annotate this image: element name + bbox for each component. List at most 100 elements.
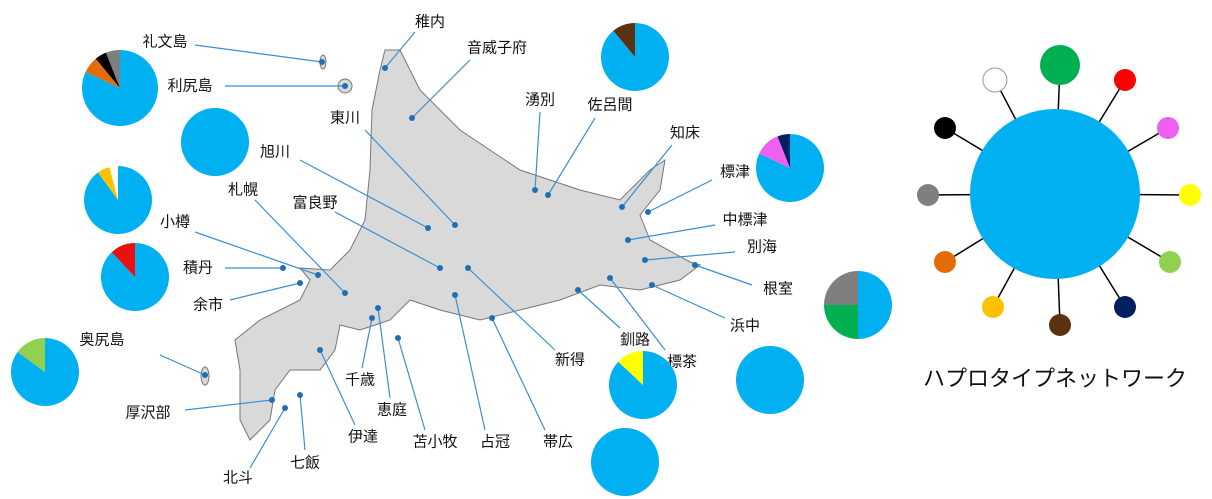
- site-dot: [619, 204, 625, 210]
- site-label: 帯広: [543, 433, 573, 451]
- pie-slice: [601, 23, 669, 92]
- site-label: 新得: [555, 351, 585, 369]
- pie-slice: [613, 23, 635, 57]
- leader-line: [694, 264, 753, 286]
- pie-slice: [858, 271, 892, 339]
- leader-line: [621, 144, 673, 208]
- site-dot: [297, 392, 303, 398]
- pie-slice: [95, 52, 120, 88]
- site-label: 知床: [670, 124, 700, 142]
- site-dot: [280, 265, 286, 271]
- site-label: 礼文島: [142, 33, 187, 51]
- site-dot: [395, 335, 401, 341]
- leader-line: [319, 349, 356, 426]
- site-dot: [452, 222, 458, 228]
- site-label: 奥尻島: [79, 331, 124, 349]
- pie-slice: [109, 166, 118, 200]
- pie-slice: [81, 50, 158, 126]
- site-dot: [369, 315, 375, 321]
- site-label: 稚内: [415, 13, 445, 31]
- pie-slice: [85, 58, 120, 88]
- leader-line: [647, 179, 713, 213]
- site-dot: [319, 59, 325, 65]
- site-label: 東川: [330, 109, 360, 127]
- pie-slice: [618, 351, 643, 385]
- site-dot: [645, 209, 651, 215]
- pie-slice: [17, 338, 45, 372]
- site-label: 浜中: [730, 317, 760, 335]
- leader-line: [299, 159, 429, 229]
- leader-line: [627, 224, 716, 241]
- site-label: 釧路: [620, 331, 650, 349]
- site-label: 標茶: [667, 353, 697, 371]
- site-label: 恵庭: [377, 401, 407, 419]
- leader-line: [361, 317, 373, 369]
- site-dot: [382, 65, 388, 71]
- site-label: 小樽: [160, 213, 190, 231]
- site-dot: [545, 192, 551, 198]
- leader-line: [194, 44, 323, 63]
- leader-line: [454, 294, 486, 431]
- leader-line: [249, 407, 286, 469]
- leader-line: [491, 317, 546, 431]
- pie-slice: [98, 167, 118, 200]
- pie-slice: [181, 108, 249, 176]
- site-label: 占冠: [480, 433, 510, 451]
- site-dot: [625, 237, 631, 243]
- pie-slice: [777, 134, 790, 168]
- network-title: ハプロタイプネットワーク: [923, 367, 1187, 392]
- site-dot: [642, 257, 648, 263]
- leader-line: [411, 59, 471, 119]
- site-label: 中標津: [722, 211, 767, 229]
- site-dot: [342, 83, 348, 89]
- site-dot: [315, 272, 321, 278]
- site-dot: [425, 225, 431, 231]
- site-label: 札幌: [228, 181, 258, 199]
- leader-line: [467, 267, 556, 351]
- pie-slice: [824, 305, 858, 339]
- site-label: 佐呂間: [587, 96, 632, 114]
- pie-slice: [106, 50, 120, 88]
- site-label: 余市: [193, 296, 223, 314]
- leader-line: [299, 394, 306, 451]
- site-label: 千歳: [345, 371, 375, 389]
- pie-slice: [759, 136, 790, 168]
- site-label: 旭川: [260, 143, 290, 161]
- site-label: 標津: [720, 163, 750, 181]
- pie-slice: [736, 346, 804, 414]
- site-dot: [489, 315, 495, 321]
- site-label: 七飯: [290, 454, 320, 472]
- site-label: 湧別: [525, 91, 555, 109]
- leader-line: [397, 337, 426, 431]
- site-dot: [409, 115, 415, 121]
- leader-line: [577, 289, 621, 329]
- pie-slice: [10, 338, 79, 406]
- leader-line: [384, 31, 416, 69]
- site-label: 利尻島: [167, 77, 212, 95]
- site-dot: [297, 280, 303, 286]
- leader-line: [334, 211, 441, 269]
- pie-slice: [84, 166, 153, 234]
- pie-slice: [111, 243, 135, 277]
- site-dot: [649, 282, 655, 288]
- site-label: 積丹: [183, 259, 213, 277]
- site-label: 音威子府: [467, 39, 527, 57]
- leader-line: [184, 399, 273, 411]
- haplotype-network: [917, 45, 1201, 336]
- site-label: 北斗: [223, 469, 253, 487]
- leader-line: [651, 284, 726, 319]
- site-dot: [692, 262, 698, 268]
- site-dot: [452, 292, 458, 298]
- site-label: 伊達: [348, 428, 378, 446]
- leader-line: [364, 129, 456, 226]
- site-dot: [465, 265, 471, 271]
- leader-line: [644, 251, 736, 261]
- site-label: 苫小牧: [412, 433, 457, 451]
- pie-slice: [591, 428, 659, 496]
- site-dot: [317, 347, 323, 353]
- site-dot: [375, 305, 381, 311]
- pie-slice: [824, 271, 858, 305]
- site-dot: [607, 275, 613, 281]
- site-dot: [342, 290, 348, 296]
